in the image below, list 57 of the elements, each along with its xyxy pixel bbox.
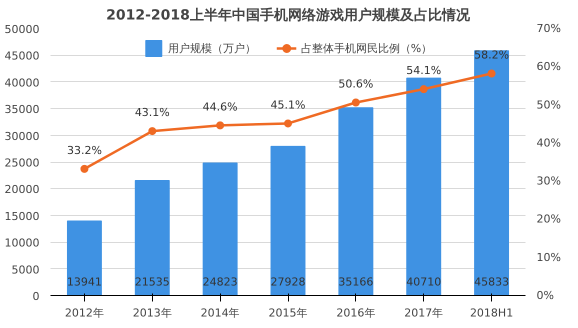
data-label: 43.1% [134,106,170,120]
data-label: 45.1% [270,98,306,112]
x-tick-label: 2017年 [404,306,444,320]
bar [202,162,238,296]
y-tick-label: 5000 [12,263,40,276]
point [80,164,88,173]
y-tick-label: 20000 [4,183,40,196]
legend-label: 占整体手机网民比例（%） [300,40,432,56]
y-tick-label: 25000 [4,156,40,170]
data-label: 21535 [134,276,170,288]
x-tick-label: 2018H1 [470,306,514,320]
bar [338,107,374,296]
point [488,70,496,78]
point [284,119,292,128]
y-tick-label: 45000 [4,50,40,63]
x-tick-label: 2015年 [268,306,308,320]
y2-tick-label: 70% [536,22,561,35]
bar [270,146,306,296]
chart-title: 2012-2018上半年中国手机网络游戏用户规模及占比情况 [106,6,471,24]
point [216,121,224,130]
point [420,85,428,94]
y-tick-label: 10000 [4,236,40,250]
data-label: 27928 [270,276,306,288]
y2-tick-label: 30% [536,174,561,188]
data-label: 58.2% [474,48,510,62]
y2-tick-label: 50% [536,98,561,112]
x-tick-label: 2013年 [132,306,172,320]
y-tick-label: 35000 [4,103,40,116]
y2-tick-label: 60% [536,60,561,74]
point [148,127,156,136]
x-tick-label: 2016年 [336,306,376,320]
x-tick-label: 2012年 [64,306,104,320]
data-label: 44.6% [202,100,238,114]
y-tick-label: 15000 [4,210,40,223]
data-label: 33.2% [66,144,102,157]
y2-tick-label: 10% [536,250,561,264]
bar [66,220,102,296]
point [352,98,360,106]
bar [474,50,510,296]
x-tick-label: 2014年 [200,306,240,320]
y-tick-label: 30000 [4,130,40,143]
data-label: 54.1% [406,64,442,78]
y2-tick-label: 0% [536,289,554,302]
data-label: 40710 [406,276,442,288]
y2-tick-label: 40% [536,136,561,150]
data-label: 50.6% [338,77,374,90]
bar [406,78,442,296]
data-label: 35166 [338,276,374,288]
y2-tick-label: 20% [536,212,561,226]
y-tick-label: 40000 [4,76,40,90]
data-label: 13941 [66,276,102,288]
bar [134,180,170,296]
y-tick-label: 50000 [4,23,40,36]
data-label: 24823 [202,276,238,288]
y-tick-label: 0 [32,290,40,303]
data-label: 45833 [474,276,510,288]
legend-label: 用户规模（万户） [168,40,256,56]
